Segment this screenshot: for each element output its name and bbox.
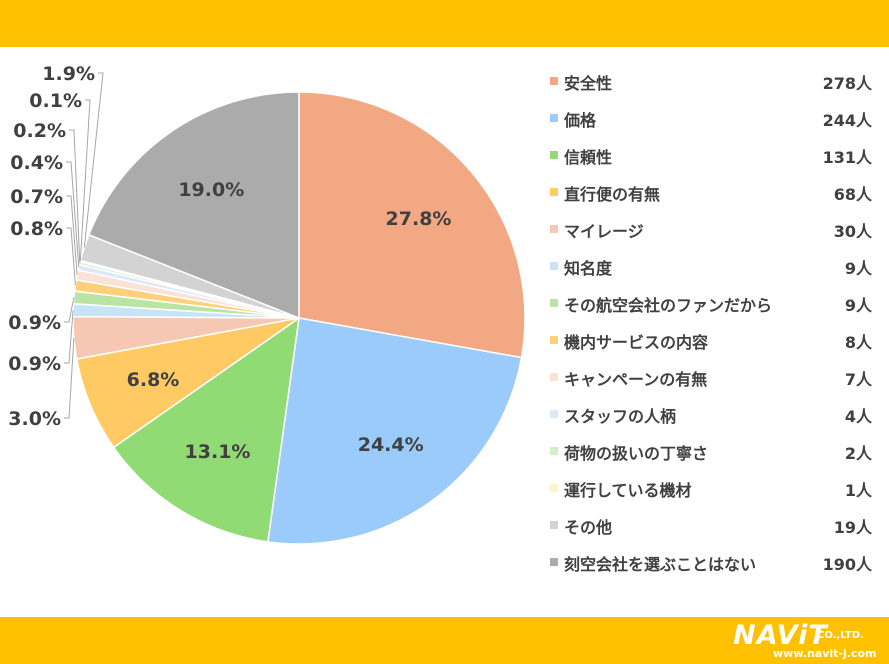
legend-item: その航空会社のファンだから 9人: [550, 288, 872, 325]
legend-label: その他: [564, 518, 613, 537]
legend-item: 直行便の有無 68人: [550, 177, 872, 214]
legend-count: 8人: [844, 333, 872, 352]
pie-slice: [267, 317, 523, 545]
legend-label: 運行している機材: [564, 481, 692, 500]
leader-line: [64, 297, 75, 323]
percent-label: 1.9%: [42, 63, 95, 85]
legend-swatch: [550, 225, 558, 233]
legend-swatch: [550, 447, 558, 455]
pie-slice: [112, 316, 300, 543]
percent-label: 3.0%: [8, 408, 61, 430]
percent-label: 0.9%: [8, 353, 61, 375]
legend-count: 278人: [822, 74, 872, 93]
legend-swatch: [550, 410, 558, 418]
percent-label: 0.1%: [29, 90, 82, 112]
legend-item: 知名度 9人: [550, 251, 872, 288]
percent-label: 27.8%: [386, 208, 452, 230]
legend-label: 機内サービスの内容: [564, 333, 709, 352]
legend-label: その航空会社のファンだから: [564, 296, 773, 315]
legend-label: 直行便の有無: [564, 185, 661, 204]
percent-label: 6.8%: [127, 369, 180, 391]
legend-count: 244人: [822, 111, 872, 130]
legend-item: 運行している機材 1人: [550, 473, 872, 510]
leader-line: [64, 337, 75, 419]
bottom-banner: [0, 617, 889, 664]
legend-swatch: [550, 558, 558, 566]
pie-slice: [87, 91, 300, 320]
legend-count: 4人: [844, 407, 872, 426]
legend-label: 信頼性: [564, 148, 613, 167]
legend-item: キャンペーンの有無 7人: [550, 362, 872, 399]
legend-count: 68人: [833, 185, 872, 204]
legend-swatch: [550, 373, 558, 381]
legend-count: 131人: [822, 148, 872, 167]
legend-item: マイレージ 30人: [550, 214, 872, 251]
leader-line: [66, 227, 76, 286]
legend-count: 9人: [844, 259, 872, 278]
legend-label: 安全性: [564, 74, 613, 93]
leader-line: [66, 161, 80, 268]
legend-label: 知名度: [564, 259, 613, 278]
legend-label: スタッフの人柄: [564, 407, 677, 426]
legend-item: その他 19人: [550, 510, 872, 547]
company-logo: NAViT CO.,LTD. www.navit-j.com: [733, 620, 883, 662]
percent-label: 0.4%: [10, 152, 63, 174]
legend-item: 荷物の扱いの丁寧さ 2人: [550, 436, 872, 473]
legend-item: 刻空会社を選ぶことはない 190人: [550, 547, 872, 584]
legend-count: 9人: [844, 296, 872, 315]
legend-count: 19人: [833, 518, 872, 537]
leader-line: [83, 72, 104, 248]
logo-main-text: NAViT: [733, 620, 828, 651]
legend-item: 信頼性 131人: [550, 140, 872, 177]
percent-label: 0.7%: [10, 186, 63, 208]
leader-line: [79, 99, 91, 262]
legend-swatch: [550, 188, 558, 196]
legend-count: 30人: [833, 222, 872, 241]
percent-label: 0.9%: [8, 312, 61, 334]
percent-label: 24.4%: [358, 434, 424, 456]
legend-item: 価格 244人: [550, 103, 872, 140]
legend-swatch: [550, 299, 558, 307]
legend-count: 7人: [844, 370, 872, 389]
legend: 安全性 278人価格 244人信頼性 131人直行便の有無 68人マイレージ 30人知名度…: [550, 66, 872, 584]
legend-label: 価格: [564, 111, 597, 130]
percent-label: 0.2%: [13, 120, 66, 142]
legend-swatch: [550, 262, 558, 270]
legend-swatch: [550, 521, 558, 529]
percent-label: 13.1%: [185, 441, 251, 463]
legend-swatch: [550, 77, 558, 85]
leader-line: [66, 195, 78, 276]
legend-swatch: [550, 151, 558, 159]
percent-label: 0.8%: [10, 218, 63, 240]
legend-item: 安全性 278人: [550, 66, 872, 103]
legend-swatch: [550, 336, 558, 344]
leader-line: [64, 310, 74, 364]
logo-url-text: www.navit-j.com: [773, 647, 877, 660]
legend-label: マイレージ: [564, 222, 644, 241]
pie-slice: [298, 91, 526, 359]
leader-line: [69, 129, 81, 264]
legend-count: 1人: [844, 481, 872, 500]
legend-count: 2人: [844, 444, 872, 463]
top-banner: [0, 0, 889, 47]
legend-item: スタッフの人柄 4人: [550, 399, 872, 436]
percent-label: 19.0%: [178, 179, 244, 201]
legend-count: 190人: [822, 555, 872, 574]
logo-co-text: CO.,LTD.: [817, 630, 864, 641]
legend-label: 刻空会社を選ぶことはない: [564, 555, 757, 574]
legend-label: 荷物の扱いの丁寧さ: [564, 444, 709, 463]
legend-label: キャンペーンの有無: [564, 370, 708, 389]
legend-swatch: [550, 484, 558, 492]
legend-item: 機内サービスの内容 8人: [550, 325, 872, 362]
legend-swatch: [550, 114, 558, 122]
